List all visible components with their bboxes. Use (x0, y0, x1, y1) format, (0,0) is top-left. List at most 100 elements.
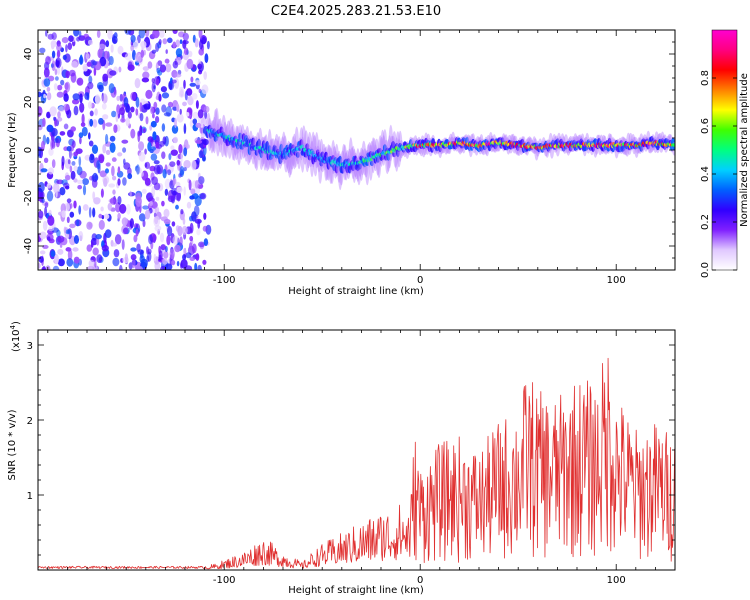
heatmap-cell (51, 60, 56, 72)
heatmap-cell (130, 91, 137, 101)
heatmap-cell (125, 104, 131, 113)
heatmap-cell (68, 148, 72, 159)
heatmap-cell (112, 175, 117, 181)
heatmap-cell (86, 244, 93, 252)
heatmap-cell (144, 209, 151, 220)
heatmap-cell (94, 108, 98, 116)
heatmap-cell (86, 221, 93, 230)
heatmap-cell (159, 64, 167, 73)
heatmap-cell (130, 34, 136, 43)
heatmap-cell (57, 84, 63, 91)
heatmap-cell (46, 136, 50, 145)
heatmap-cell (81, 113, 85, 125)
heatmap-cell (175, 204, 179, 210)
colorbar: 0.0 0.2 0.4 0.6 0.8 Normalized spectral ampl… (700, 29, 750, 278)
heatmap-cell (152, 112, 155, 119)
heatmap-cell (103, 213, 110, 220)
tick-label: -100 (213, 575, 236, 586)
heatmap-cell (183, 123, 187, 135)
heatmap-cell (105, 122, 113, 127)
heatmap-cell (194, 262, 198, 270)
heatmap-cell (161, 92, 170, 99)
heatmap-cell (54, 68, 58, 76)
heatmap-cell (370, 160, 374, 166)
heatmap-cell (165, 263, 173, 270)
heatmap-cell (141, 188, 147, 194)
heatmap-cell (135, 96, 140, 108)
heatmap-cell (42, 117, 46, 127)
heatmap-cell (39, 250, 46, 255)
heatmap-cell (124, 52, 132, 61)
heatmap-cell (190, 76, 194, 83)
heatmap-cells (38, 30, 675, 270)
heatmap-cell (305, 143, 310, 150)
heatmap-cell (171, 259, 176, 266)
heatmap-cell (43, 157, 49, 163)
heatmap-cell (130, 247, 137, 252)
heatmap-cell (129, 190, 132, 197)
heatmap-cell (167, 37, 173, 44)
heatmap-cell (138, 141, 145, 151)
heatmap-cell (41, 197, 45, 204)
heatmap-cell (155, 196, 160, 201)
heatmap-cell (38, 210, 44, 219)
heatmap-cell (65, 70, 70, 79)
heatmap-cell (197, 63, 203, 70)
heatmap-cell (129, 218, 134, 229)
heatmap-cell (66, 198, 72, 203)
heatmap-cell (189, 222, 194, 234)
heatmap-cell (300, 144, 305, 149)
heatmap-cell (67, 159, 71, 165)
heatmap-cell (82, 178, 89, 186)
heatmap-cell (143, 128, 146, 133)
heatmap-cell (162, 168, 167, 179)
heatmap-cell (40, 168, 48, 173)
heatmap-cell (112, 189, 116, 195)
heatmap-cell (179, 236, 183, 247)
heatmap-cell (135, 196, 142, 207)
heatmap-cell (295, 151, 300, 158)
heatmap-cell (147, 136, 154, 143)
heatmap-cell (72, 99, 80, 105)
heatmap-cell (107, 202, 113, 211)
heatmap-cell (115, 111, 119, 123)
heatmap-cell (130, 254, 137, 261)
heatmap-cell (135, 108, 139, 116)
heatmap-cell (73, 256, 80, 264)
heatmap-cell (122, 177, 127, 186)
heatmap-cell (201, 36, 207, 45)
heatmap-cell (67, 249, 73, 261)
heatmap-cell (88, 132, 91, 140)
tick-label: 100 (607, 275, 626, 286)
heatmap-cell (82, 184, 87, 196)
heatmap-cell (57, 235, 65, 243)
heatmap-cell (96, 160, 101, 170)
heatmap-cell (228, 118, 234, 143)
heatmap-cell (186, 58, 194, 70)
tick-label: 0.8 (700, 70, 711, 86)
heatmap-cell (119, 107, 125, 116)
heatmap-cell (65, 232, 69, 239)
heatmap-cell (198, 30, 203, 39)
heatmap-cell (139, 125, 143, 136)
heatmap-cell (166, 235, 171, 246)
heatmap-cell (195, 253, 200, 261)
snr-ylabel: SNR (10 * v/v) (7, 409, 18, 480)
heatmap-cell (198, 241, 205, 248)
heatmap-cell (87, 265, 95, 270)
heatmap-cell (179, 86, 185, 95)
heatmap-cell (98, 219, 105, 230)
heatmap-cell (152, 30, 160, 39)
heatmap-cell (81, 126, 88, 137)
heatmap-cell (154, 206, 160, 214)
heatmap-cell (113, 124, 118, 133)
heatmap-cell (161, 151, 166, 159)
heatmap-ylabel: Frequency (Hz) (7, 112, 18, 188)
heatmap-cell (183, 248, 187, 255)
heatmap-cell (200, 123, 204, 128)
heatmap-cell (201, 156, 207, 162)
heatmap-cell (96, 237, 100, 246)
heatmap-cell (117, 152, 123, 157)
heatmap-cell (176, 260, 180, 267)
